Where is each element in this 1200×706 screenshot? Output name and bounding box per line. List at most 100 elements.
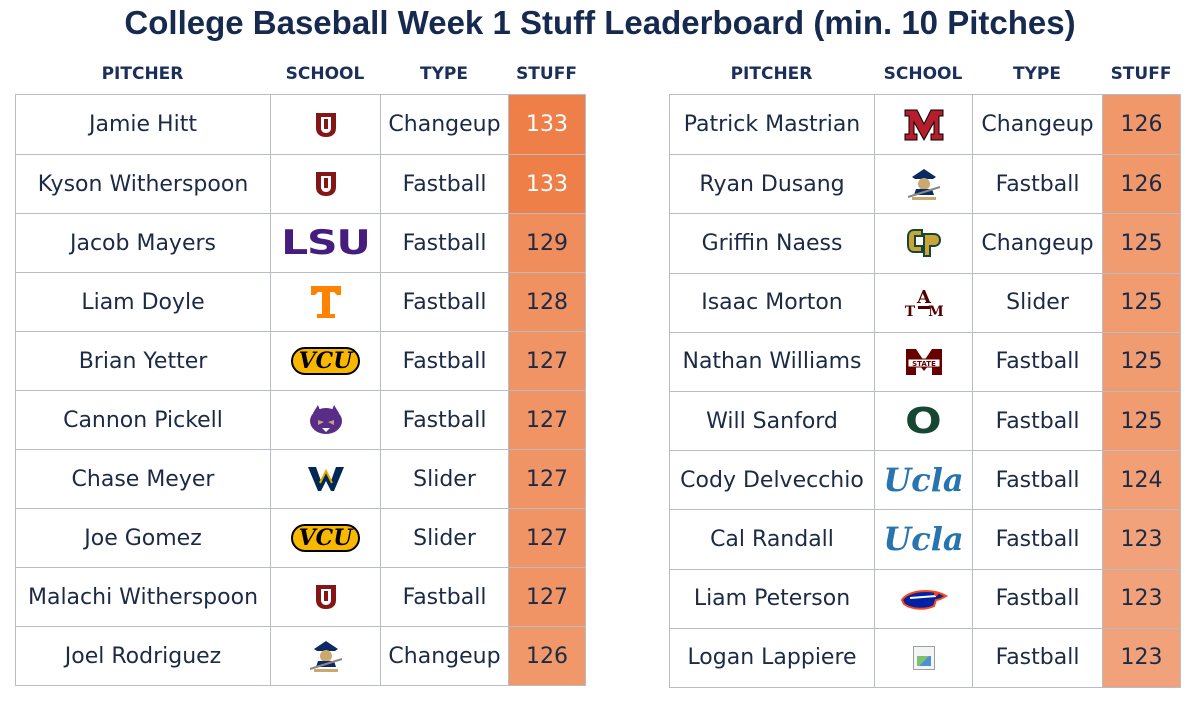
pitcher-name: Malachi Witherspoon bbox=[16, 568, 271, 626]
school-logo: STATE bbox=[875, 332, 973, 391]
table-row: Isaac Morton A T M Slider 125 bbox=[670, 272, 1181, 332]
table-row: Will Sanford O Fastball 125 bbox=[670, 390, 1181, 451]
vcu-logo-icon: VCU bbox=[290, 524, 361, 552]
pitch-type: Fastball bbox=[381, 568, 509, 626]
pitch-type: Changeup bbox=[973, 95, 1103, 155]
pitch-type: Fastball bbox=[973, 510, 1103, 569]
pitcher-name: Brian Yetter bbox=[16, 332, 271, 390]
stuff-score: 129 bbox=[509, 214, 586, 272]
left-leaderboard: PITCHER SCHOOL TYPE STUFF Jamie Hitt Chan… bbox=[15, 58, 586, 686]
table-row: Joel Rodriguez Changeup 126 bbox=[16, 626, 586, 685]
svg-text:STATE: STATE bbox=[912, 360, 936, 368]
pitch-type: Fastball bbox=[973, 332, 1103, 391]
stuff-score: 127 bbox=[509, 568, 586, 626]
header-stuff: STUFF bbox=[1110, 64, 1172, 84]
pitcher-name: Liam Peterson bbox=[670, 569, 875, 628]
pitch-type: Slider bbox=[973, 273, 1103, 332]
miami-ohio-logo-icon bbox=[904, 108, 944, 142]
stuff-score: 123 bbox=[1103, 569, 1181, 628]
school-logo bbox=[271, 450, 381, 508]
pitcher-name: Cody Delvecchio bbox=[670, 451, 875, 510]
table-row: Logan Lappiere Fastball 123 bbox=[670, 627, 1181, 687]
stuff-score: 125 bbox=[1103, 391, 1181, 451]
pitch-type: Fastball bbox=[973, 155, 1103, 214]
table-row: Malachi Witherspoon Fastball 127 bbox=[16, 567, 586, 626]
header-school: SCHOOL bbox=[883, 64, 963, 84]
pitch-type: Fastball bbox=[973, 628, 1103, 687]
pitcher-name: Liam Doyle bbox=[16, 273, 271, 331]
pitcher-name: Nathan Williams bbox=[670, 332, 875, 391]
header-pitcher: PITCHER bbox=[730, 64, 813, 84]
stuff-score: 125 bbox=[1103, 214, 1181, 273]
west-virginia-logo-icon bbox=[306, 465, 346, 493]
pitch-type: Slider bbox=[381, 450, 509, 508]
school-logo: VCU bbox=[271, 332, 381, 390]
stuff-score: 128 bbox=[509, 273, 586, 331]
table-row: Kyson Witherspoon Fastball 133 bbox=[16, 154, 586, 213]
school-logo: VCU bbox=[271, 509, 381, 567]
header-type: TYPE bbox=[420, 64, 468, 84]
header-stuff: STUFF bbox=[516, 64, 577, 84]
stuff-score: 126 bbox=[1103, 155, 1181, 214]
stuff-score: 127 bbox=[509, 391, 586, 449]
stuff-score: 127 bbox=[509, 450, 586, 508]
table-row: Liam Doyle Fastball 128 bbox=[16, 272, 586, 331]
pitch-type: Fastball bbox=[973, 451, 1103, 510]
broken-image-icon bbox=[912, 645, 935, 670]
school-logo bbox=[271, 568, 381, 626]
school-logo: LSU bbox=[271, 214, 381, 272]
stuff-score: 125 bbox=[1103, 332, 1181, 391]
pitch-type: Fastball bbox=[381, 155, 509, 213]
school-logo bbox=[271, 627, 381, 685]
school-logo bbox=[271, 391, 381, 449]
stuff-score: 133 bbox=[509, 95, 586, 154]
florida-gators-logo-icon bbox=[900, 584, 948, 614]
pitch-type: Slider bbox=[381, 509, 509, 567]
pitcher-name: Logan Lappiere bbox=[670, 628, 875, 687]
school-logo bbox=[875, 214, 973, 273]
pitcher-name: Jacob Mayers bbox=[16, 214, 271, 272]
stuff-score: 123 bbox=[1103, 628, 1181, 687]
pitcher-name: Will Sanford bbox=[670, 391, 875, 451]
pitcher-name: Patrick Mastrian bbox=[670, 95, 875, 155]
stuff-score: 127 bbox=[509, 509, 586, 567]
school-logo bbox=[875, 155, 973, 214]
cal-poly-logo-icon bbox=[906, 226, 942, 260]
school-logo bbox=[271, 95, 381, 154]
school-logo: Ucla bbox=[875, 510, 973, 569]
oklahoma-logo-icon bbox=[313, 169, 339, 199]
pitcher-name: Kyson Witherspoon bbox=[16, 155, 271, 213]
right-header-row: PITCHER SCHOOL TYPE STUFF bbox=[669, 58, 1180, 94]
svg-text:T: T bbox=[904, 304, 915, 320]
school-logo bbox=[875, 95, 973, 155]
left-table: Jamie Hitt Changeup 133 Kyson Witherspoon Fa… bbox=[15, 94, 586, 686]
stuff-score: 126 bbox=[509, 627, 586, 685]
pitcher-name: Cal Randall bbox=[670, 510, 875, 569]
pitch-type: Fastball bbox=[381, 214, 509, 272]
oregon-logo-icon: O bbox=[905, 400, 942, 442]
oklahoma-logo-icon bbox=[313, 582, 339, 612]
table-row: Griffin Naess Changeup 125 bbox=[670, 213, 1181, 273]
pitcher-name: Cannon Pickell bbox=[16, 391, 271, 449]
vcu-logo-icon: VCU bbox=[290, 347, 361, 375]
pitcher-name: Chase Meyer bbox=[16, 450, 271, 508]
right-table: Patrick Mastrian Changeup 126 Ryan Dusang Fa… bbox=[669, 94, 1181, 688]
school-logo bbox=[271, 273, 381, 331]
western-carolina-logo-icon bbox=[306, 403, 346, 437]
table-row: Ryan Dusang Fastball 126 bbox=[670, 154, 1181, 214]
pitch-type: Fastball bbox=[973, 569, 1103, 628]
svg-text:A: A bbox=[916, 287, 932, 308]
buccaneers-logo-icon bbox=[306, 639, 346, 673]
school-logo: Ucla bbox=[875, 451, 973, 510]
header-school: SCHOOL bbox=[285, 64, 365, 84]
school-logo bbox=[875, 569, 973, 628]
mississippi-state-logo-icon: STATE bbox=[902, 345, 946, 379]
table-row: Nathan Williams STATE Fastball 125 bbox=[670, 331, 1181, 391]
stuff-score: 125 bbox=[1103, 273, 1181, 332]
table-row: Patrick Mastrian Changeup 126 bbox=[670, 95, 1181, 155]
table-row: Jacob Mayers LSU Fastball 129 bbox=[16, 213, 586, 272]
pitcher-name: Griffin Naess bbox=[670, 214, 875, 273]
header-pitcher: PITCHER bbox=[101, 64, 184, 84]
svg-text:M: M bbox=[928, 304, 944, 320]
